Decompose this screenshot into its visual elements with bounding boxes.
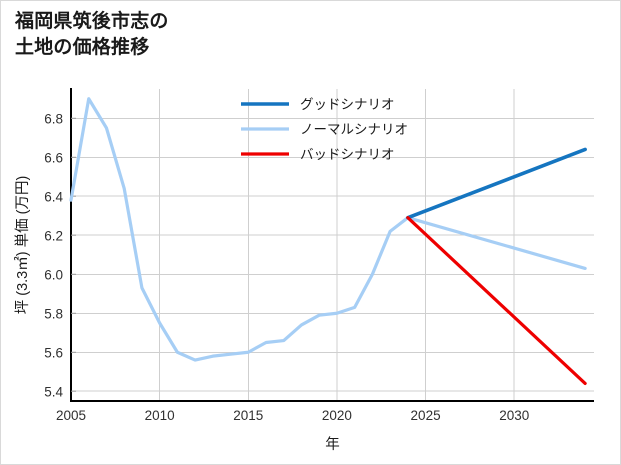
x-axis-tick-label: 2030	[499, 408, 529, 423]
x-tick-labels: 2005 2010 2015 2020 2025 2030	[56, 408, 529, 423]
x-axis-title: 年	[325, 436, 340, 453]
legend-item-label: ノーマルシナリオ	[300, 122, 408, 137]
y-axis-tick-label: 6.2	[44, 228, 63, 243]
y-axis-tick-label: 5.6	[44, 345, 63, 360]
x-axis-tick-label: 2010	[145, 408, 175, 423]
y-axis-tick-label: 6.4	[44, 189, 63, 204]
gridlines	[70, 89, 594, 401]
y-axis-tick-label: 6.0	[44, 267, 63, 282]
x-axis-tick-label: 2020	[322, 408, 352, 423]
x-axis-tick-label: 2005	[56, 408, 86, 423]
legend-item-label: グッドシナリオ	[300, 97, 395, 112]
x-axis-tick-label: 2025	[411, 408, 441, 423]
legend-item-label: バッドシナリオ	[300, 147, 395, 162]
x-axis-tick-label: 2015	[233, 408, 263, 423]
series-line	[406, 216, 587, 386]
page-title: 福岡県筑後市志の 土地の価格推移	[15, 11, 169, 59]
y-tick-labels: 5.4 5.6 5.8 6.0 6.2 6.4 6.6 6.8	[44, 111, 76, 399]
y-axis-title: 坪 (3.3㎡) 単価 (万円)	[14, 176, 31, 315]
axis-titles: 年 坪 (3.3㎡) 単価 (万円)	[14, 176, 340, 453]
y-axis-tick-label: 5.8	[44, 306, 63, 321]
series-line	[406, 147, 587, 220]
y-axis-tick-label: 6.6	[44, 150, 63, 165]
y-axis-tick-label: 5.4	[44, 384, 63, 399]
data-series	[69, 97, 587, 386]
y-axis-tick-label: 6.8	[44, 111, 63, 126]
series-line	[69, 97, 587, 362]
